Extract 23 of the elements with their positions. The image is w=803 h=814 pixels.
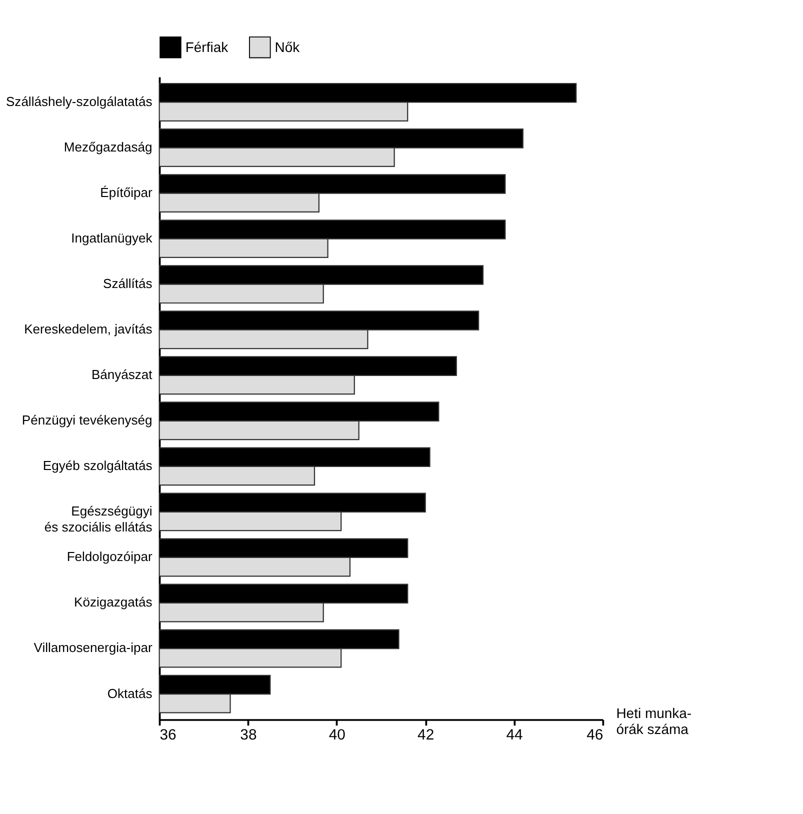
y-tick-label: Bányászat bbox=[91, 367, 153, 382]
y-tick-label: Építőipar bbox=[100, 185, 153, 200]
y-tick-label: Szállítás bbox=[103, 276, 153, 292]
x-tick-label: 40 bbox=[328, 728, 346, 744]
x-tick-label: 38 bbox=[240, 728, 257, 744]
y-tick-label: Mezőgazdaság bbox=[64, 140, 152, 154]
legend-label: Nők bbox=[274, 38, 300, 55]
y-tick-label: Egészségügyi és szociális ellátás bbox=[44, 504, 153, 535]
x-tick-label: 46 bbox=[586, 728, 604, 744]
y-tick-label: Szálláshely-szolgálatatás bbox=[6, 94, 153, 109]
y-tick-label: Feldolgozóipar bbox=[66, 549, 153, 564]
x-tick-label: 42 bbox=[418, 728, 434, 744]
y-tick-label: Pénzügyi tevékenység bbox=[22, 412, 152, 428]
x-tick-label: 44 bbox=[506, 728, 523, 744]
y-tick-label: Közigazgatás bbox=[74, 594, 153, 610]
y-tick-label: Ingatlanügyek bbox=[71, 230, 153, 246]
y-tick-label: Villamosenergia-ipar bbox=[34, 640, 153, 656]
y-tick-label: Egyéb szolgáltatás bbox=[42, 458, 153, 474]
y-tick-label: Kereskedelem, javítás bbox=[24, 322, 153, 337]
y-tick-label: Oktatás bbox=[107, 686, 153, 701]
x-axis-title: Heti munka- órák száma bbox=[616, 705, 692, 737]
x-tick-label: 36 bbox=[160, 728, 176, 744]
legend-label: Férfiak bbox=[185, 38, 228, 55]
